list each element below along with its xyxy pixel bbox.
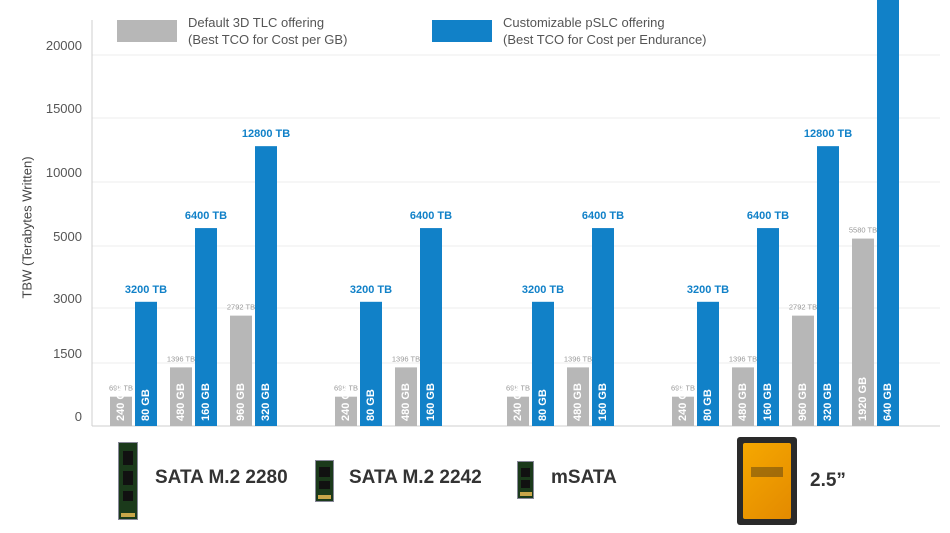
- pslc-bar: [255, 146, 277, 426]
- pslc-capacity-label: 320 GB: [822, 383, 834, 421]
- y-tick-label: 15000: [46, 101, 82, 116]
- legend-swatch-tlc: [117, 20, 177, 42]
- y-tick-label: 5000: [53, 229, 82, 244]
- pslc-value-label: 12800 TB: [242, 128, 290, 140]
- pslc-value-label: 12800 TB: [804, 128, 852, 140]
- pslc-value-label: 6400 TB: [582, 210, 624, 222]
- pslc-capacity-label: 320 GB: [260, 383, 272, 421]
- tlc-value-label: 1396 TB: [392, 354, 420, 363]
- pslc-capacity-label: 80 GB: [140, 389, 152, 421]
- tlc-capacity-label: 960 GB: [235, 383, 247, 421]
- tlc-capacity-label: 480 GB: [737, 383, 749, 421]
- 2-5-inch-ssd-icon: [737, 437, 797, 525]
- pslc-capacity-label: 160 GB: [425, 383, 437, 421]
- msata-ssd-icon: [517, 461, 534, 499]
- tlc-value-label: 698 TB: [671, 384, 695, 393]
- tlc-value-label: 2792 TB: [227, 303, 255, 312]
- m2-2242-ssd-icon: [315, 460, 334, 502]
- tlc-capacity-label: 480 GB: [175, 383, 187, 421]
- tlc-value-label: 698 TB: [334, 384, 358, 393]
- legend-label-pslc: Customizable pSLC offering (Best TCO for…: [503, 15, 707, 47]
- pslc-bar: [697, 301, 719, 426]
- pslc-bar: [420, 228, 442, 426]
- pslc-value-label: 6400 TB: [747, 210, 789, 222]
- tlc-bar: [507, 396, 529, 426]
- legend-label-tlc: Default 3D TLC offering (Best TCO for Co…: [188, 15, 348, 47]
- tlc-value-label: 1396 TB: [167, 354, 195, 363]
- pslc-capacity-label: 160 GB: [597, 383, 609, 421]
- tlc-capacity-label: 1920 GB: [857, 377, 869, 421]
- tlc-capacity-label: 480 GB: [400, 383, 412, 421]
- tlc-bar: [335, 396, 357, 426]
- pslc-value-label: 3200 TB: [687, 284, 729, 296]
- pslc-bar: [877, 0, 899, 426]
- y-tick-label: 1500: [53, 346, 82, 361]
- pslc-value-label: 6400 TB: [410, 210, 452, 222]
- tlc-value-label: 698 TB: [109, 384, 133, 393]
- pslc-capacity-label: 80 GB: [702, 389, 714, 421]
- pslc-bar: [817, 146, 839, 426]
- pslc-bar: [135, 301, 157, 426]
- product-name-m2-2242: SATA M.2 2242: [349, 467, 482, 488]
- pslc-capacity-label: 640 GB: [882, 383, 894, 421]
- y-tick-label: 20000: [46, 38, 82, 53]
- tlc-value-label: 698 TB: [506, 384, 530, 393]
- tlc-value-label: 5580 TB: [849, 226, 877, 235]
- pslc-bar: [532, 301, 554, 426]
- y-axis-title: TBW (Terabytes Written): [19, 156, 35, 299]
- tlc-bar: [110, 396, 132, 426]
- pslc-capacity-label: 80 GB: [537, 389, 549, 421]
- pslc-capacity-label: 80 GB: [365, 389, 377, 421]
- tlc-bar: [732, 367, 754, 426]
- product-name-msata: mSATA: [551, 467, 617, 488]
- pslc-value-label: 3200 TB: [522, 284, 564, 296]
- pslc-value-label: 3200 TB: [125, 284, 167, 296]
- y-tick-label: 0: [75, 409, 82, 424]
- tlc-bar: [567, 367, 589, 426]
- pslc-bar: [195, 228, 217, 426]
- pslc-bar: [360, 301, 382, 426]
- pslc-value-label: 3200 TB: [350, 284, 392, 296]
- tlc-capacity-label: 480 GB: [572, 383, 584, 421]
- pslc-value-label: 6400 TB: [185, 210, 227, 222]
- tlc-bar: [792, 315, 814, 426]
- y-tick-label: 10000: [46, 165, 82, 180]
- tlc-bar: [395, 367, 417, 426]
- tlc-value-label: 1396 TB: [729, 354, 757, 363]
- tlc-capacity-label: 240 GB: [677, 383, 689, 421]
- tlc-bar: [230, 315, 252, 426]
- y-tick-label: 3000: [53, 291, 82, 306]
- m2-2280-ssd-icon: [118, 442, 138, 520]
- pslc-capacity-label: 160 GB: [200, 383, 212, 421]
- tlc-value-label: 2792 TB: [789, 303, 817, 312]
- tlc-value-label: 1396 TB: [564, 354, 592, 363]
- tlc-capacity-label: 240 GB: [340, 383, 352, 421]
- legend-swatch-pslc: [432, 20, 492, 42]
- tlc-bar: [170, 367, 192, 426]
- tlc-capacity-label: 240 GB: [512, 383, 524, 421]
- pslc-capacity-label: 160 GB: [762, 383, 774, 421]
- pslc-bar: [592, 228, 614, 426]
- tlc-capacity-label: 960 GB: [797, 383, 809, 421]
- tlc-bar: [672, 396, 694, 426]
- product-name-2-5-inch: 2.5”: [810, 470, 846, 491]
- tlc-capacity-label: 240 GB: [115, 383, 127, 421]
- product-name-m2-2280: SATA M.2 2280: [155, 467, 288, 488]
- pslc-bar: [757, 228, 779, 426]
- tlc-bar: [852, 238, 874, 426]
